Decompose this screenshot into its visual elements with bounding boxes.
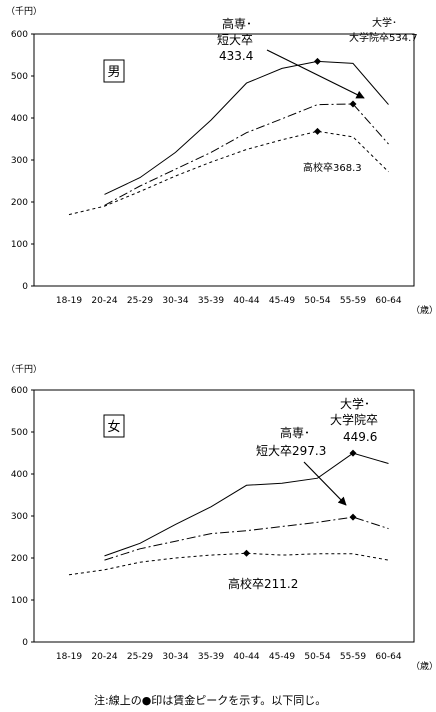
panel1-x-tick-label: 30-34 <box>162 296 188 306</box>
panel2-x-tick-label: 30-34 <box>162 652 188 662</box>
panel2-y-tick-label: 600 <box>11 386 28 396</box>
panel2-annotation-college-line2: 短大卒297.3 <box>256 444 326 458</box>
panel1-peak-marker-high <box>314 127 321 135</box>
panel2-plot-frame <box>33 389 415 643</box>
panel2-x-tick-label: 55-59 <box>340 652 366 662</box>
panel1-y-tick-label: 100 <box>11 240 28 250</box>
panel2-x-tick-label: 18-19 <box>56 652 82 662</box>
panel2-series-college-line <box>104 516 389 561</box>
panel2-peak-marker-univ <box>349 449 357 457</box>
panel2-y-tick-label: 100 <box>11 596 28 606</box>
panel1-plot-frame <box>33 33 415 287</box>
panel2-y-tick-label: 200 <box>11 554 28 564</box>
panel1-annotation-college-value: 433.4 <box>219 49 253 63</box>
panel1-series-high-line <box>68 130 389 216</box>
panel1-y-tick-label: 300 <box>11 156 28 166</box>
panel2-annotation-univ-line2: 大学院卒 <box>330 412 378 427</box>
panel1-y-tick-label: 0 <box>22 282 28 292</box>
panel2-peak-marker-high <box>243 549 250 557</box>
panel2-series-univ-line <box>104 452 389 557</box>
panel2-x-unit: （歳） <box>411 660 436 672</box>
panel1-x-tick-label: 25-29 <box>127 296 153 306</box>
panel1-y-tick-label: 400 <box>11 114 28 124</box>
panel1-x-tick-label: 45-49 <box>269 296 295 306</box>
panel1-y-tick-label: 600 <box>11 30 28 40</box>
panel1-annotation-univ-line1: 大学･ <box>372 16 397 29</box>
panel2-x-tick-label: 25-29 <box>127 652 153 662</box>
panel1-annotation-college-line2: 短大卒 <box>217 33 253 47</box>
panel2-y-tick-label: 300 <box>11 512 28 522</box>
panel1-annotation-univ-line2: 大学院卒534.7 <box>349 31 418 44</box>
panel2-x-tick-label: 40-44 <box>233 652 259 662</box>
panel1-x-tick-label: 50-54 <box>304 296 330 306</box>
panel2-series-high-line <box>68 552 389 576</box>
panel1-peak-marker-college <box>349 100 357 108</box>
panel2-y-tick-label: 0 <box>22 638 28 648</box>
panel2-peak-marker-college <box>349 513 357 521</box>
panel2-annotation-univ-value: 449.6 <box>343 430 377 444</box>
panel1-annotation-high: 高校卒368.3 <box>303 161 362 174</box>
panel1-x-tick-label: 40-44 <box>233 296 259 306</box>
panel2-label-box <box>103 414 125 438</box>
panel1-x-tick-label: 35-39 <box>198 296 224 306</box>
panel1-y-tick-label: 200 <box>11 198 28 208</box>
panel1-x-tick-label: 20-24 <box>91 296 117 306</box>
panel1-x-unit: （歳） <box>411 304 436 316</box>
panel2-annotation-college-line1: 高専･ <box>280 425 310 440</box>
panel2-x-tick-label: 35-39 <box>198 652 224 662</box>
panel1-annotation-college-line1: 高専･ <box>222 16 252 31</box>
panel1-x-tick-label: 18-19 <box>56 296 82 306</box>
panel2-annotation-arrow <box>303 461 347 506</box>
panel1-label-box <box>103 59 125 83</box>
panel1-x-tick-label: 55-59 <box>340 296 366 306</box>
panel1-series-college-line <box>104 103 389 206</box>
panel2-x-tick-label: 20-24 <box>91 652 117 662</box>
panel2-y-tick-label: 500 <box>11 428 28 438</box>
panel1-x-tick-label: 60-64 <box>375 296 401 306</box>
panel2-x-tick-label: 50-54 <box>304 652 330 662</box>
panel1-label: 男 <box>107 65 120 80</box>
panel2-x-tick-label: 45-49 <box>269 652 295 662</box>
panel1-y-unit: （千円） <box>6 6 42 17</box>
panel1-series-univ-line <box>104 60 389 195</box>
panel2-label: 女 <box>107 419 120 435</box>
panel2-x-tick-label: 60-64 <box>375 652 401 662</box>
panel2-annotation-univ-line1: 大学･ <box>340 396 370 411</box>
panel1-peak-marker-univ <box>314 57 321 65</box>
panel2-annotation-high: 高校卒211.2 <box>228 576 298 591</box>
footnote: 注:線上の●印は賃金ピークを示す。以下同じ。 <box>94 694 327 707</box>
panel2-y-tick-label: 400 <box>11 470 28 480</box>
panel2-y-unit: （千円） <box>6 364 42 375</box>
panel1-annotation-arrow <box>266 49 365 99</box>
panel1-y-tick-label: 500 <box>11 72 28 82</box>
